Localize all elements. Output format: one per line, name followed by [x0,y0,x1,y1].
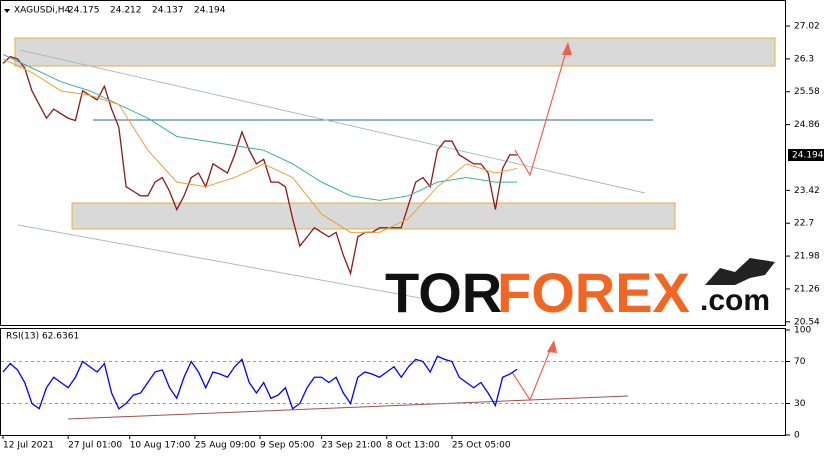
y-tick-label: 24.86 [794,120,820,130]
x-tick-label: 25 Oct 05:00 [452,441,511,451]
series-line [2,55,518,276]
header-icon [4,9,10,13]
last-price-label: 24.194 [792,151,824,161]
y-tick-label: 70 [794,357,806,367]
symbol: XAGUSDi,H4 [14,6,70,16]
y-tick-label: 20.54 [794,317,820,327]
trend-line [19,49,646,194]
y-tick-label: 21.98 [794,252,820,262]
trend-line [17,224,421,299]
y-tick-label: 25.58 [794,87,820,97]
rsi-title: RSI(13) 62.6361 [6,332,79,342]
resistance-zone [14,37,776,67]
series-line [2,355,518,410]
x-tick-label: 8 Oct 13:00 [387,441,440,451]
y-tick-label: 30 [794,399,806,409]
ohlc-value: 24.175 [68,6,100,16]
x-tick-label: 25 Aug 09:00 [195,441,256,451]
x-tick-label: 23 Sep 21:00 [322,441,382,451]
y-tick-label: 27.02 [794,22,820,32]
rsi-panel [0,328,786,436]
logo-com: .com [700,284,770,317]
rsi-trend-line [67,395,629,420]
support-zone [71,202,676,230]
x-tick-label: 27 Jul 01:00 [68,441,122,451]
logo-tor: TOR [385,261,502,324]
x-tick-label: 10 Aug 17:00 [130,441,191,451]
logo-bull [705,258,775,285]
y-tick-label: 22.7 [794,219,814,229]
logo-forex: FOREX [497,261,690,324]
ohlc-value: 24.212 [110,6,142,16]
y-tick-label: 23.42 [794,186,820,196]
y-tick-label: 21.26 [794,284,820,294]
ohlc-value: 24.137 [152,6,184,16]
x-tick-label: 9 Sep 05:00 [260,441,315,451]
last-price-box [788,149,824,162]
price-panel [0,0,786,326]
arrow-head [562,42,572,55]
arrow-head [547,340,557,353]
y-tick-label: 100 [794,326,811,336]
ohlc-value: 24.194 [194,6,226,16]
rsi-arrow [511,342,554,402]
y-tick-label: 0 [794,431,800,441]
series-line [2,58,518,233]
y-tick-label: 26.3 [794,54,814,64]
x-tick-label: 12 Jul 2021 [3,441,54,451]
series-line [2,53,518,201]
forecast-arrow [514,44,569,177]
